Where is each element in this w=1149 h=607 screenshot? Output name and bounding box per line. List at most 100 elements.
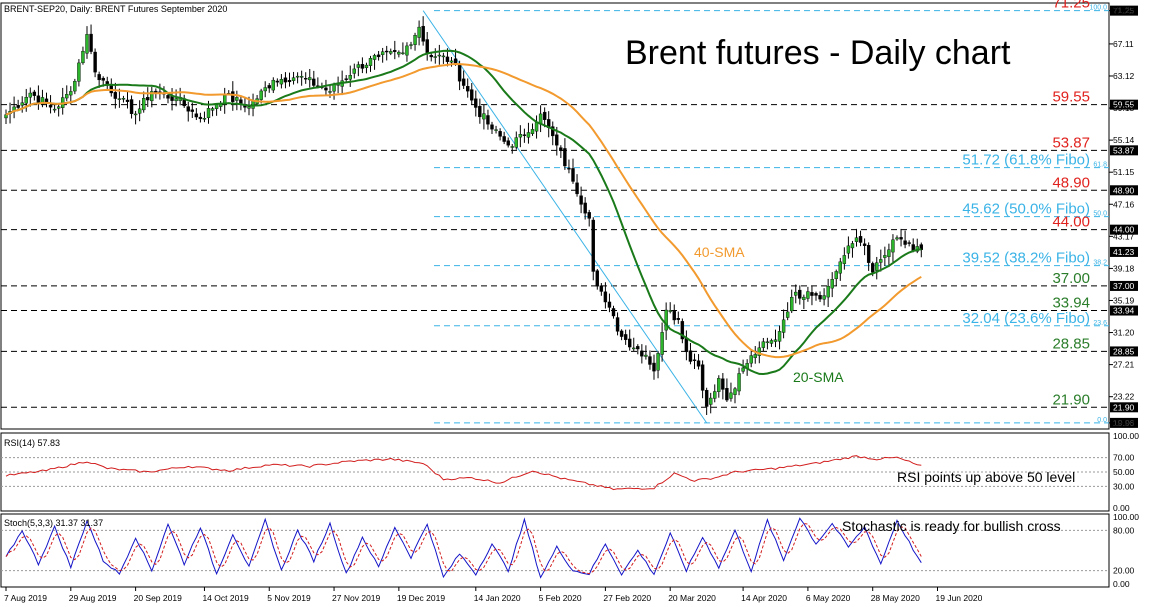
stoch-tick-2: 20.00 [1113,566,1135,576]
candle-body-66 [271,79,275,91]
candle-body-212 [862,243,867,246]
candle-body-35 [146,97,150,101]
candle-body-40 [166,95,170,99]
candle-body-103 [421,25,425,42]
candle-body-125 [510,146,514,148]
candle-body-188 [765,341,770,343]
time-tick-10: 20 Mar 2020 [668,593,716,603]
candle-body-36 [150,91,154,102]
candle-body-122 [498,131,502,137]
candle-body-177 [721,378,725,390]
candles [4,16,923,415]
level-label-4: 48.90 [1052,174,1090,191]
candle-body-199 [810,292,814,296]
candle-body-30 [125,99,130,102]
candle-body-202 [822,295,826,300]
price-tag-0: 71.25 [1113,6,1135,16]
price-tag-2: 53.87 [1113,145,1135,155]
rsi-panel: 100.00 70.00 50.00 30.00 0.00 [1,431,1139,513]
price-tick-12: 23.22 [1113,392,1135,402]
candle-body-21 [89,33,93,52]
candle-body-130 [530,129,535,134]
candle-body-140 [571,168,575,182]
candle-body-11 [48,104,53,108]
candle-body-19 [81,50,85,64]
candle-body-24 [101,77,105,81]
candle-body-104 [425,39,429,54]
candle-body-206 [838,261,842,274]
sma40-annotation: 40-SMA [694,244,745,260]
rsi-line [5,455,922,491]
candle-body-205 [834,271,838,279]
candle-body-74 [304,78,308,80]
price-tag-13: 19.96 [1113,418,1135,428]
fib-percent-0: 100.0 [1089,5,1107,12]
level-label-0: 71.25 [1052,0,1090,12]
rsi-tick-4: 0.00 [1113,503,1130,513]
price-tick-11: 27.21 [1113,360,1135,370]
candle-body-119 [486,115,490,125]
candle-body-56 [231,91,235,102]
candle-body-51 [210,108,215,111]
candle-body-93 [380,51,385,55]
candle-body-22 [93,51,97,73]
time-axis: 7 Aug 2019 29 Aug 2019 20 Sep 2019 14 Oct 2… [4,587,983,603]
candle-body-196 [798,289,802,299]
price-tag-bg-11 [1110,346,1138,357]
candle-body-112 [457,64,462,82]
candle-body-201 [818,295,822,300]
candle-body-184 [749,355,753,364]
stoch-tick-0: 100.00 [1113,512,1139,522]
candle-body-89 [364,64,369,69]
price-tick-5: 51.15 [1113,167,1135,177]
price-tick-8: 39.18 [1113,263,1135,273]
time-tick-7: 14 Jan 2020 [474,593,521,603]
candle-body-151 [615,317,620,332]
candle-body-28 [117,98,122,100]
sma20-annotation: 20-SMA [793,369,844,385]
candle-body-135 [551,126,555,137]
candle-body-45 [186,106,190,112]
candle-body-162 [660,332,664,355]
price-tag-bg-12 [1110,402,1138,413]
candle-body-219 [891,239,895,253]
candle-body-91 [372,55,377,60]
candle-body-200 [814,293,818,296]
candle-body-179 [729,392,733,399]
price-tag-bg-6 [1110,224,1138,235]
candle-body-114 [466,86,470,92]
candle-body-207 [842,255,847,264]
price-tick-0: 71.25 [1113,6,1135,16]
candle-body-88 [360,64,365,69]
current-price-bg [1110,246,1138,257]
candle-body-210 [854,237,859,242]
price-tag-8: 37.00 [1113,281,1135,291]
candle-body-148 [603,291,608,303]
candle-body-34 [141,98,146,111]
candle-body-217 [883,255,887,258]
candle-body-190 [773,339,778,342]
candle-body-76 [312,78,316,86]
candle-body-70 [287,80,292,83]
candle-body-143 [583,202,587,214]
candle-body-138 [563,148,567,167]
candle-body-149 [607,301,612,308]
candle-body-164 [668,310,672,312]
candle-body-170 [692,359,697,361]
candle-body-81 [332,84,336,92]
candle-body-98 [401,52,405,55]
candle-body-181 [737,373,741,392]
candle-body-48 [198,116,203,119]
level-label-12: 21.90 [1052,391,1090,408]
candle-body-80 [328,91,332,93]
candle-body-133 [542,111,547,120]
candle-body-110 [449,60,454,63]
candle-body-15 [65,94,69,99]
price-tick-9: 35.19 [1113,295,1135,305]
time-tick-3: 14 Oct 2019 [202,593,249,603]
candle-body-182 [741,367,745,372]
time-tick-12: 6 May 2020 [806,593,851,603]
candle-body-85 [348,74,352,80]
candle-body-175 [713,391,717,399]
